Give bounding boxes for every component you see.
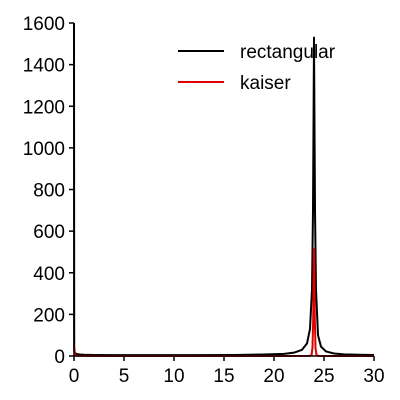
x-tick-label: 10 xyxy=(163,366,184,387)
x-tick-label: 5 xyxy=(119,366,130,387)
legend: rectangular kaiser xyxy=(178,42,336,94)
y-axis-ticks: 0 200 400 600 800 1000 1200 1400 1600 xyxy=(23,14,74,368)
series-line-rectangular xyxy=(73,22,375,357)
series-layer xyxy=(73,22,375,357)
y-tick-label: 0 xyxy=(54,347,65,368)
legend-label-rectangular: rectangular xyxy=(240,42,336,63)
series-line-kaiser xyxy=(73,247,374,357)
y-tick-label: 200 xyxy=(33,305,65,326)
y-tick-label: 1600 xyxy=(23,14,65,35)
y-tick-label: 400 xyxy=(33,264,65,285)
y-tick-label: 1400 xyxy=(23,56,65,77)
y-tick-label: 800 xyxy=(33,181,65,202)
x-tick-label: 0 xyxy=(69,366,80,387)
x-tick-label: 25 xyxy=(313,366,334,387)
x-tick-label: 30 xyxy=(363,366,384,387)
x-tick-label: 15 xyxy=(213,366,234,387)
legend-label-kaiser: kaiser xyxy=(240,73,291,94)
x-axis-ticks: 0 5 10 15 20 25 30 xyxy=(69,356,385,387)
y-tick-label: 600 xyxy=(33,222,65,243)
x-tick-label: 20 xyxy=(263,366,284,387)
y-tick-label: 1200 xyxy=(23,97,65,118)
y-tick-label: 1000 xyxy=(23,139,65,160)
